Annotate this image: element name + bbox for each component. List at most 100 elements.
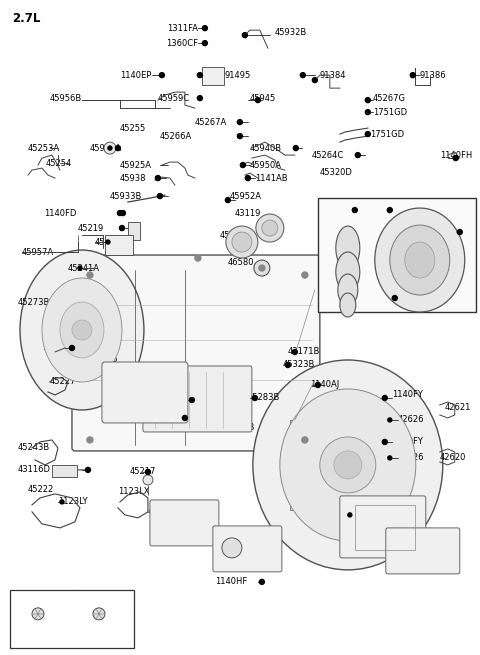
Text: 43116D: 43116D [18,466,51,474]
Circle shape [157,194,162,198]
Text: 43135: 43135 [92,356,119,364]
Text: 45950A: 45950A [250,160,282,170]
FancyBboxPatch shape [72,255,320,451]
Text: 1123LV: 1123LV [162,413,192,422]
Ellipse shape [42,278,122,382]
Text: 45262B: 45262B [395,293,427,303]
FancyBboxPatch shape [102,362,188,423]
Circle shape [254,260,270,276]
Circle shape [238,134,242,139]
Circle shape [87,437,93,443]
Text: 45267G: 45267G [373,94,406,103]
Circle shape [70,345,74,350]
Bar [10,590,134,648]
Circle shape [78,266,82,270]
Circle shape [259,265,265,271]
Circle shape [222,538,242,558]
Bar [355,505,415,550]
Circle shape [352,208,357,213]
Text: 45322: 45322 [390,200,416,210]
Circle shape [285,362,290,367]
Text: 45271: 45271 [220,231,246,240]
Text: 1140EB: 1140EB [82,601,116,609]
Text: 45254: 45254 [46,159,72,168]
Bar [52,465,77,477]
Text: 1140KB: 1140KB [222,423,254,432]
Circle shape [320,437,376,493]
Circle shape [182,415,187,421]
FancyBboxPatch shape [143,366,252,432]
Text: 42626: 42626 [398,415,424,424]
Circle shape [262,220,278,236]
Text: 45952A: 45952A [230,191,262,200]
Circle shape [453,156,458,160]
Text: 45956B: 45956B [50,94,82,103]
Text: 42621: 42621 [445,403,471,413]
Text: 1430JB: 1430JB [42,343,72,352]
Circle shape [115,145,120,151]
Text: 1360CF: 1360CF [166,39,198,48]
Circle shape [388,418,392,422]
Text: 45945: 45945 [250,94,276,103]
Text: 45265C: 45265C [428,227,460,236]
Text: 45253A: 45253A [28,143,60,153]
Bar [318,198,476,312]
Circle shape [300,73,305,78]
Circle shape [382,440,387,445]
Circle shape [85,468,90,472]
Text: 45516: 45516 [335,227,361,236]
Circle shape [60,500,64,504]
FancyBboxPatch shape [386,528,460,574]
Text: 1140HG: 1140HG [148,396,182,404]
Ellipse shape [390,225,450,295]
Circle shape [190,398,194,402]
Ellipse shape [60,302,104,358]
Circle shape [302,272,308,278]
Circle shape [120,226,124,230]
Circle shape [118,210,122,215]
Text: 45264C: 45264C [312,151,344,160]
Circle shape [315,383,320,388]
Circle shape [203,41,207,46]
Text: 45984: 45984 [95,238,121,246]
Text: 45938: 45938 [120,174,146,183]
Text: 1140GG: 1140GG [20,601,57,609]
Circle shape [108,146,112,150]
Circle shape [120,225,124,231]
Text: 1140EP: 1140EP [120,71,152,80]
Text: 1140FY: 1140FY [392,438,423,447]
Circle shape [387,208,392,213]
Circle shape [256,214,284,242]
Circle shape [87,272,93,278]
Text: 1140FH: 1140FH [440,151,472,160]
Text: 45219: 45219 [78,223,104,233]
Circle shape [245,176,251,181]
Circle shape [156,176,160,180]
FancyBboxPatch shape [340,496,426,558]
Text: 1140FY: 1140FY [392,390,423,400]
Text: 1123LY: 1123LY [58,497,87,506]
Circle shape [198,73,202,77]
Text: 45215C: 45215C [148,508,180,516]
Circle shape [156,176,160,181]
Circle shape [232,232,252,252]
Text: 47452: 47452 [222,544,248,552]
Circle shape [252,396,257,400]
Text: 1141AB: 1141AB [255,174,288,183]
Circle shape [143,475,153,485]
Text: 1751GD: 1751GD [370,130,404,139]
Circle shape [365,132,370,137]
Circle shape [72,320,92,340]
Text: 42620: 42620 [440,453,466,462]
FancyBboxPatch shape [213,526,282,572]
Circle shape [120,210,125,215]
Circle shape [293,145,299,151]
Ellipse shape [336,226,360,270]
Text: 45227: 45227 [50,377,76,386]
Circle shape [457,229,462,234]
Ellipse shape [20,250,144,410]
Circle shape [392,295,397,301]
Circle shape [197,96,203,101]
Circle shape [241,163,245,167]
Text: 1123LX: 1123LX [118,487,149,496]
